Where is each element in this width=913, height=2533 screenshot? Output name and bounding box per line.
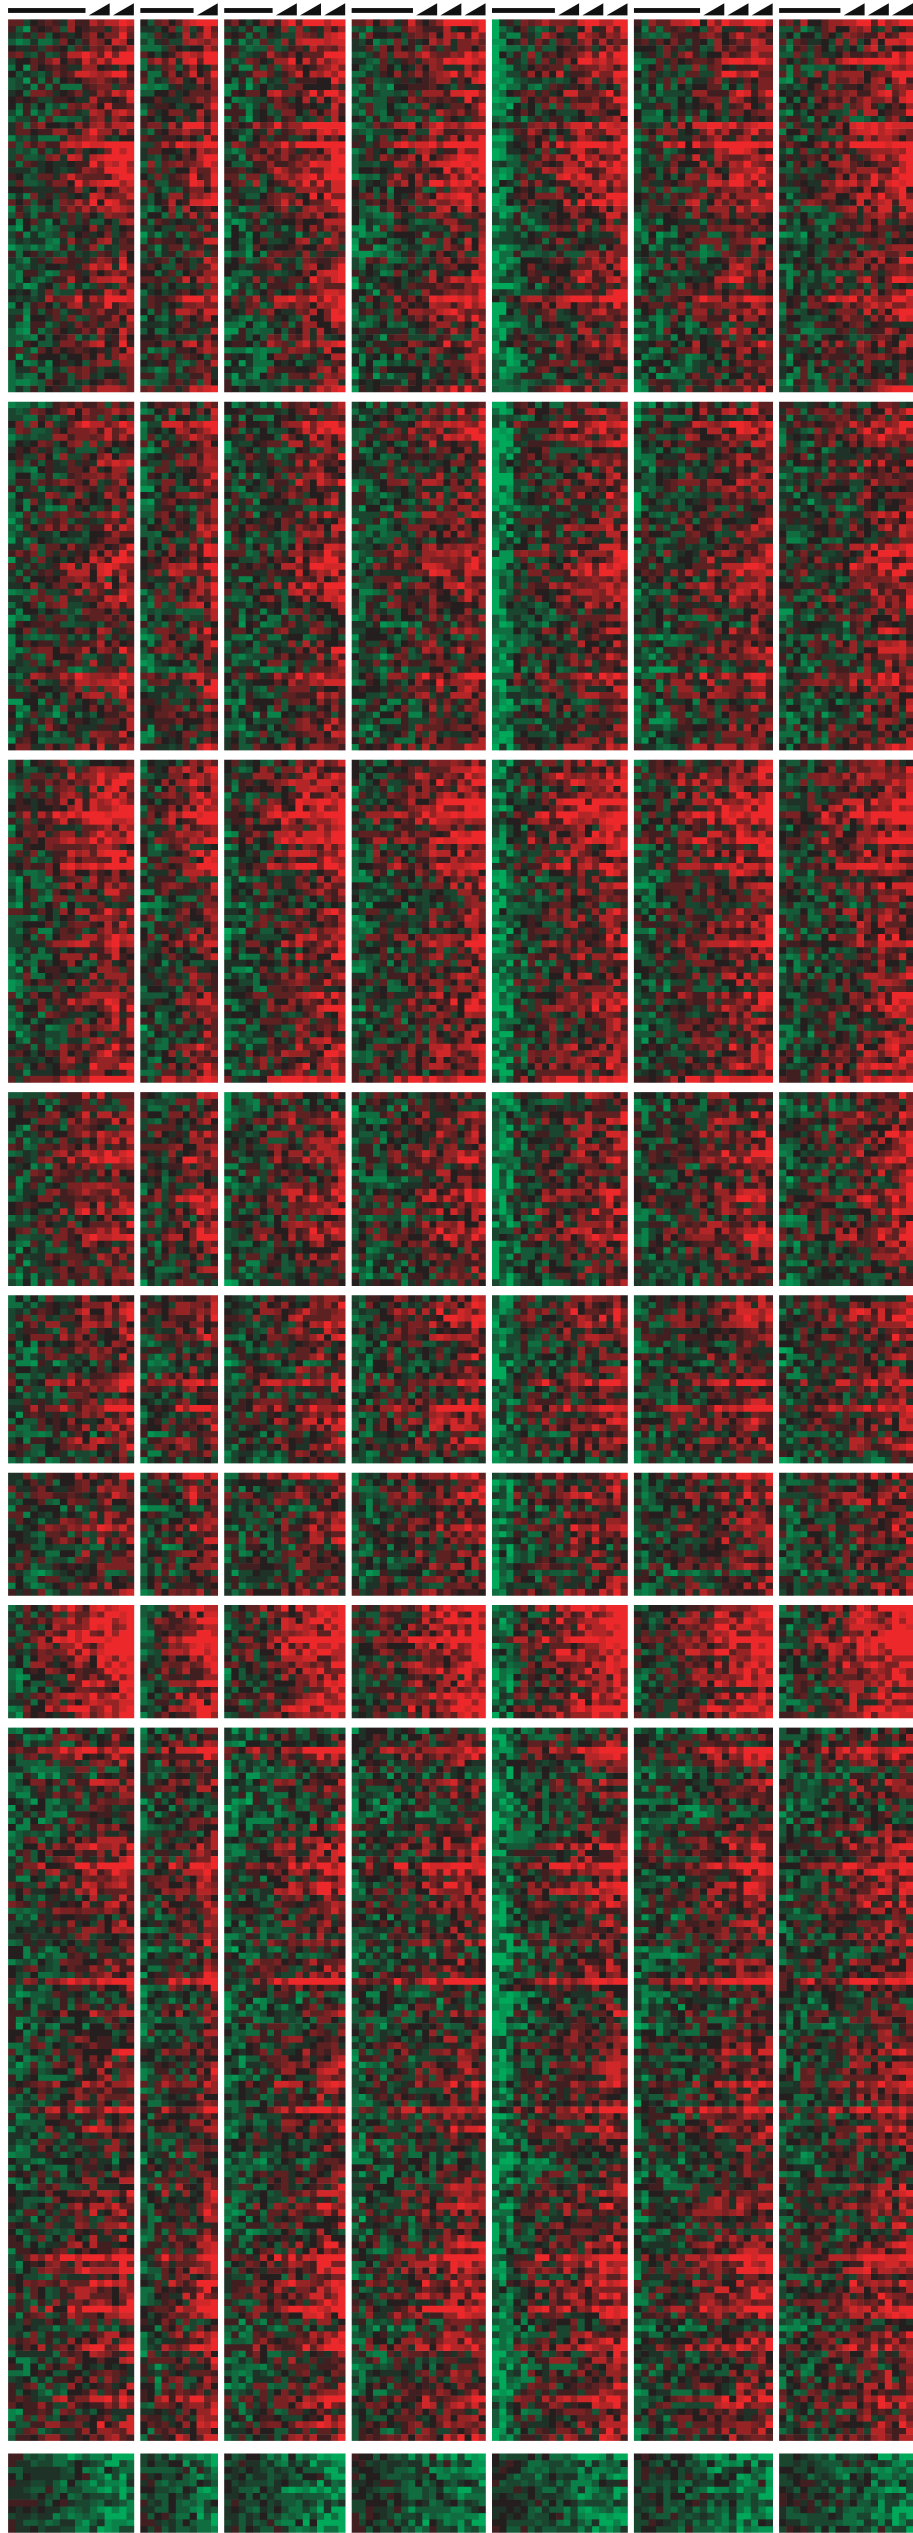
heatmap-cell-group: [8, 19, 913, 2533]
header-wedge: [558, 3, 580, 16]
header-wedge: [88, 3, 110, 16]
header-bar: [779, 8, 841, 13]
header-wedge: [843, 3, 865, 16]
header-wedge: [112, 3, 134, 16]
header-wedge: [867, 3, 889, 16]
heatmap-cell-group: [8, 19, 913, 2441]
header-wedge: [464, 3, 486, 16]
header-wedge: [440, 3, 462, 16]
heatmap-cell-group: [8, 19, 913, 2441]
header-wedge: [582, 3, 604, 16]
heatmap-cell-group: [8, 19, 913, 2533]
heatmap-cell-group: [22, 19, 913, 2441]
header: [8, 3, 913, 16]
header-bar: [633, 8, 701, 13]
header-wedge: [727, 3, 749, 16]
header-wedge: [751, 3, 773, 16]
header-wedge: [606, 3, 628, 16]
header-wedge: [324, 3, 346, 16]
heatmap-cell-group: [37, 19, 913, 2441]
header-bar: [8, 8, 86, 13]
header-wedge: [275, 3, 297, 16]
header-wedge: [416, 3, 438, 16]
heatmap-cell-group: [52, 19, 913, 2441]
header-wedge: [196, 3, 218, 16]
heatmap-cell-group: [8, 19, 913, 2533]
header-bar: [224, 8, 273, 13]
heatmap-cell-group: [8, 19, 913, 2533]
heatmap-cells: [8, 19, 913, 2533]
header-bar: [140, 8, 194, 13]
header-bar: [491, 8, 555, 13]
header-wedge: [300, 3, 322, 16]
header-bar: [351, 8, 413, 13]
header-wedge: [892, 3, 913, 16]
header-wedge: [703, 3, 725, 16]
